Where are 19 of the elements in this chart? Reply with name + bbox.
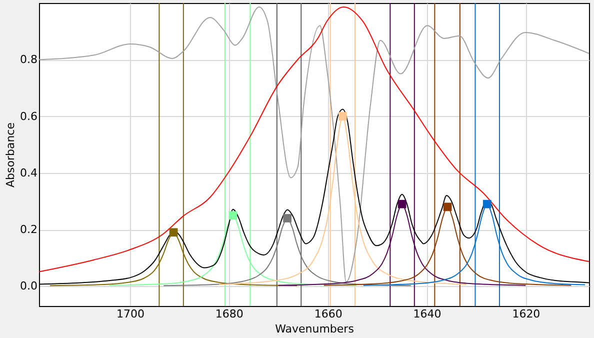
point — [228, 211, 238, 220]
point — [283, 214, 292, 222]
x-tick-label: 1680 — [215, 308, 244, 320]
x-tick-label: 1660 — [314, 308, 342, 320]
y-tick-label: 0.4 — [20, 166, 38, 180]
y-tick-label: 0.2 — [20, 223, 38, 236]
x-tick-label: 1640 — [413, 308, 442, 320]
y-axis-title: Absorbance — [4, 122, 18, 188]
point — [398, 200, 406, 208]
point — [482, 200, 492, 208]
y-tick-label: 0.0 — [20, 280, 38, 293]
x-axis-title: Wavenumbers — [275, 322, 354, 336]
point — [169, 228, 178, 237]
y-tick-label: 0.8 — [20, 53, 38, 66]
x-tick-label: 1700 — [116, 308, 145, 320]
x-tick-label: 1620 — [512, 308, 540, 320]
point — [338, 112, 347, 120]
y-tick-label: 0.6 — [20, 110, 38, 123]
point — [443, 202, 452, 212]
